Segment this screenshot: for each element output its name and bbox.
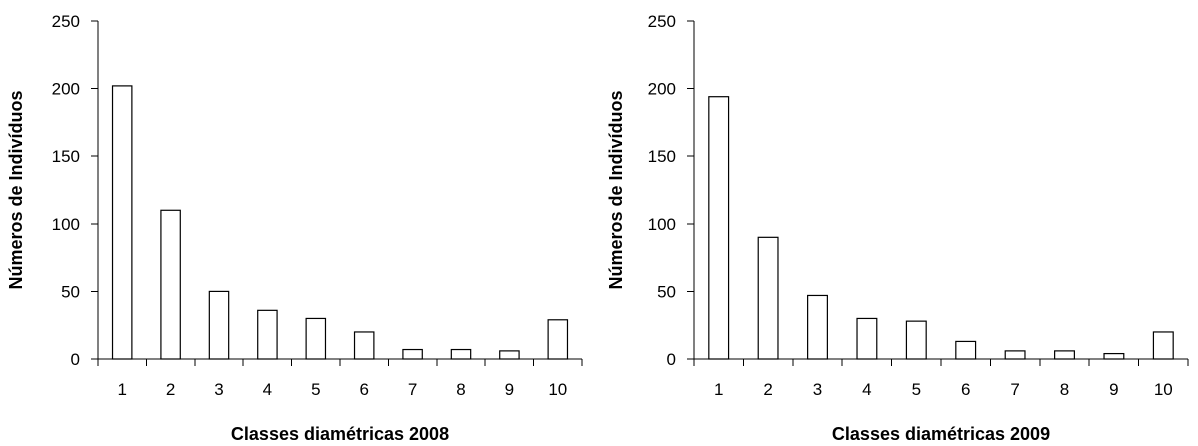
y-tick-label: 100 [52,215,80,234]
y-tick-labels: 0 50 100 150 200 250 [52,12,80,369]
y-tick-label: 250 [52,12,80,31]
x-tick-label: 6 [961,380,970,399]
bar-class-4 [257,309,278,360]
x-tick-label: 5 [912,380,921,399]
chart-2009: 1 2 3 4 5 6 7 8 9 10 0 50 100 150 200 250 Classes diam… [606,12,1189,444]
x-tick-label: 3 [813,380,822,399]
y-axis-title: Números de Indivíduos [606,90,626,289]
x-axis-title: Classes diamétricas 2008 [231,424,449,444]
x-tick-labels: 1 2 3 4 5 6 7 8 9 10 [117,380,567,399]
bar-class-3 [208,290,230,360]
x-tick-label: 4 [862,380,871,399]
x-tick-labels: 1 2 3 4 5 6 7 8 9 10 [714,380,1173,399]
x-tick-label: 7 [408,380,417,399]
bar-class-7 [402,348,423,360]
bars [708,96,1174,360]
bar-class-1 [111,85,133,360]
y-tick-label: 50 [657,282,676,301]
x-tick-label: 4 [263,380,272,399]
x-tick-label: 8 [456,380,465,399]
bar-class-1 [708,96,730,360]
x-tick-label: 1 [714,380,723,399]
x-tick-label: 9 [1109,380,1118,399]
x-tick-label: 2 [763,380,772,399]
y-tick-label: 250 [648,12,676,31]
bar-class-7 [1004,350,1026,360]
bar-class-4 [856,317,878,360]
bar-class-2 [160,209,181,360]
bar-class-8 [1054,350,1075,360]
y-tick-label: 200 [648,80,676,99]
x-ticks [693,359,1189,366]
x-tick-label: 3 [214,380,223,399]
y-tick-labels: 0 50 100 150 200 250 [648,12,676,369]
bars [111,85,569,360]
bar-class-8 [450,348,472,360]
bar-class-9 [1103,352,1125,360]
y-ticks [91,20,98,360]
x-tick-label: 7 [1010,380,1019,399]
bar-class-9 [499,350,520,360]
x-tick-label: 10 [1154,380,1173,399]
bar-class-6 [955,340,977,360]
y-tick-label: 200 [52,80,80,99]
bar-class-6 [353,331,375,360]
bar-class-3 [807,294,828,360]
x-tick-label: 1 [117,380,126,399]
x-tick-label: 10 [548,380,567,399]
x-tick-label: 2 [166,380,175,399]
y-tick-label: 0 [667,350,676,369]
y-tick-label: 150 [648,147,676,166]
bar-class-5 [905,320,927,360]
y-axis-title: Números de Indivíduos [6,90,26,289]
bar-class-2 [757,236,779,360]
y-ticks [687,20,694,360]
x-tick-label: 9 [505,380,514,399]
y-tick-label: 150 [52,147,80,166]
bar-class-5 [305,317,327,360]
chart-2008: 1 2 3 4 5 6 7 8 9 10 0 50 100 150 200 250 Classes diam… [6,12,583,444]
x-tick-label: 8 [1060,380,1069,399]
bar-class-10 [1152,331,1174,360]
y-tick-label: 100 [648,215,676,234]
x-tick-label: 5 [311,380,320,399]
x-axis-title: Classes diamétricas 2009 [832,424,1050,444]
x-ticks [97,359,583,366]
y-tick-label: 0 [71,350,80,369]
y-tick-label: 50 [61,282,80,301]
bar-class-10 [547,319,569,360]
x-tick-label: 6 [359,380,368,399]
